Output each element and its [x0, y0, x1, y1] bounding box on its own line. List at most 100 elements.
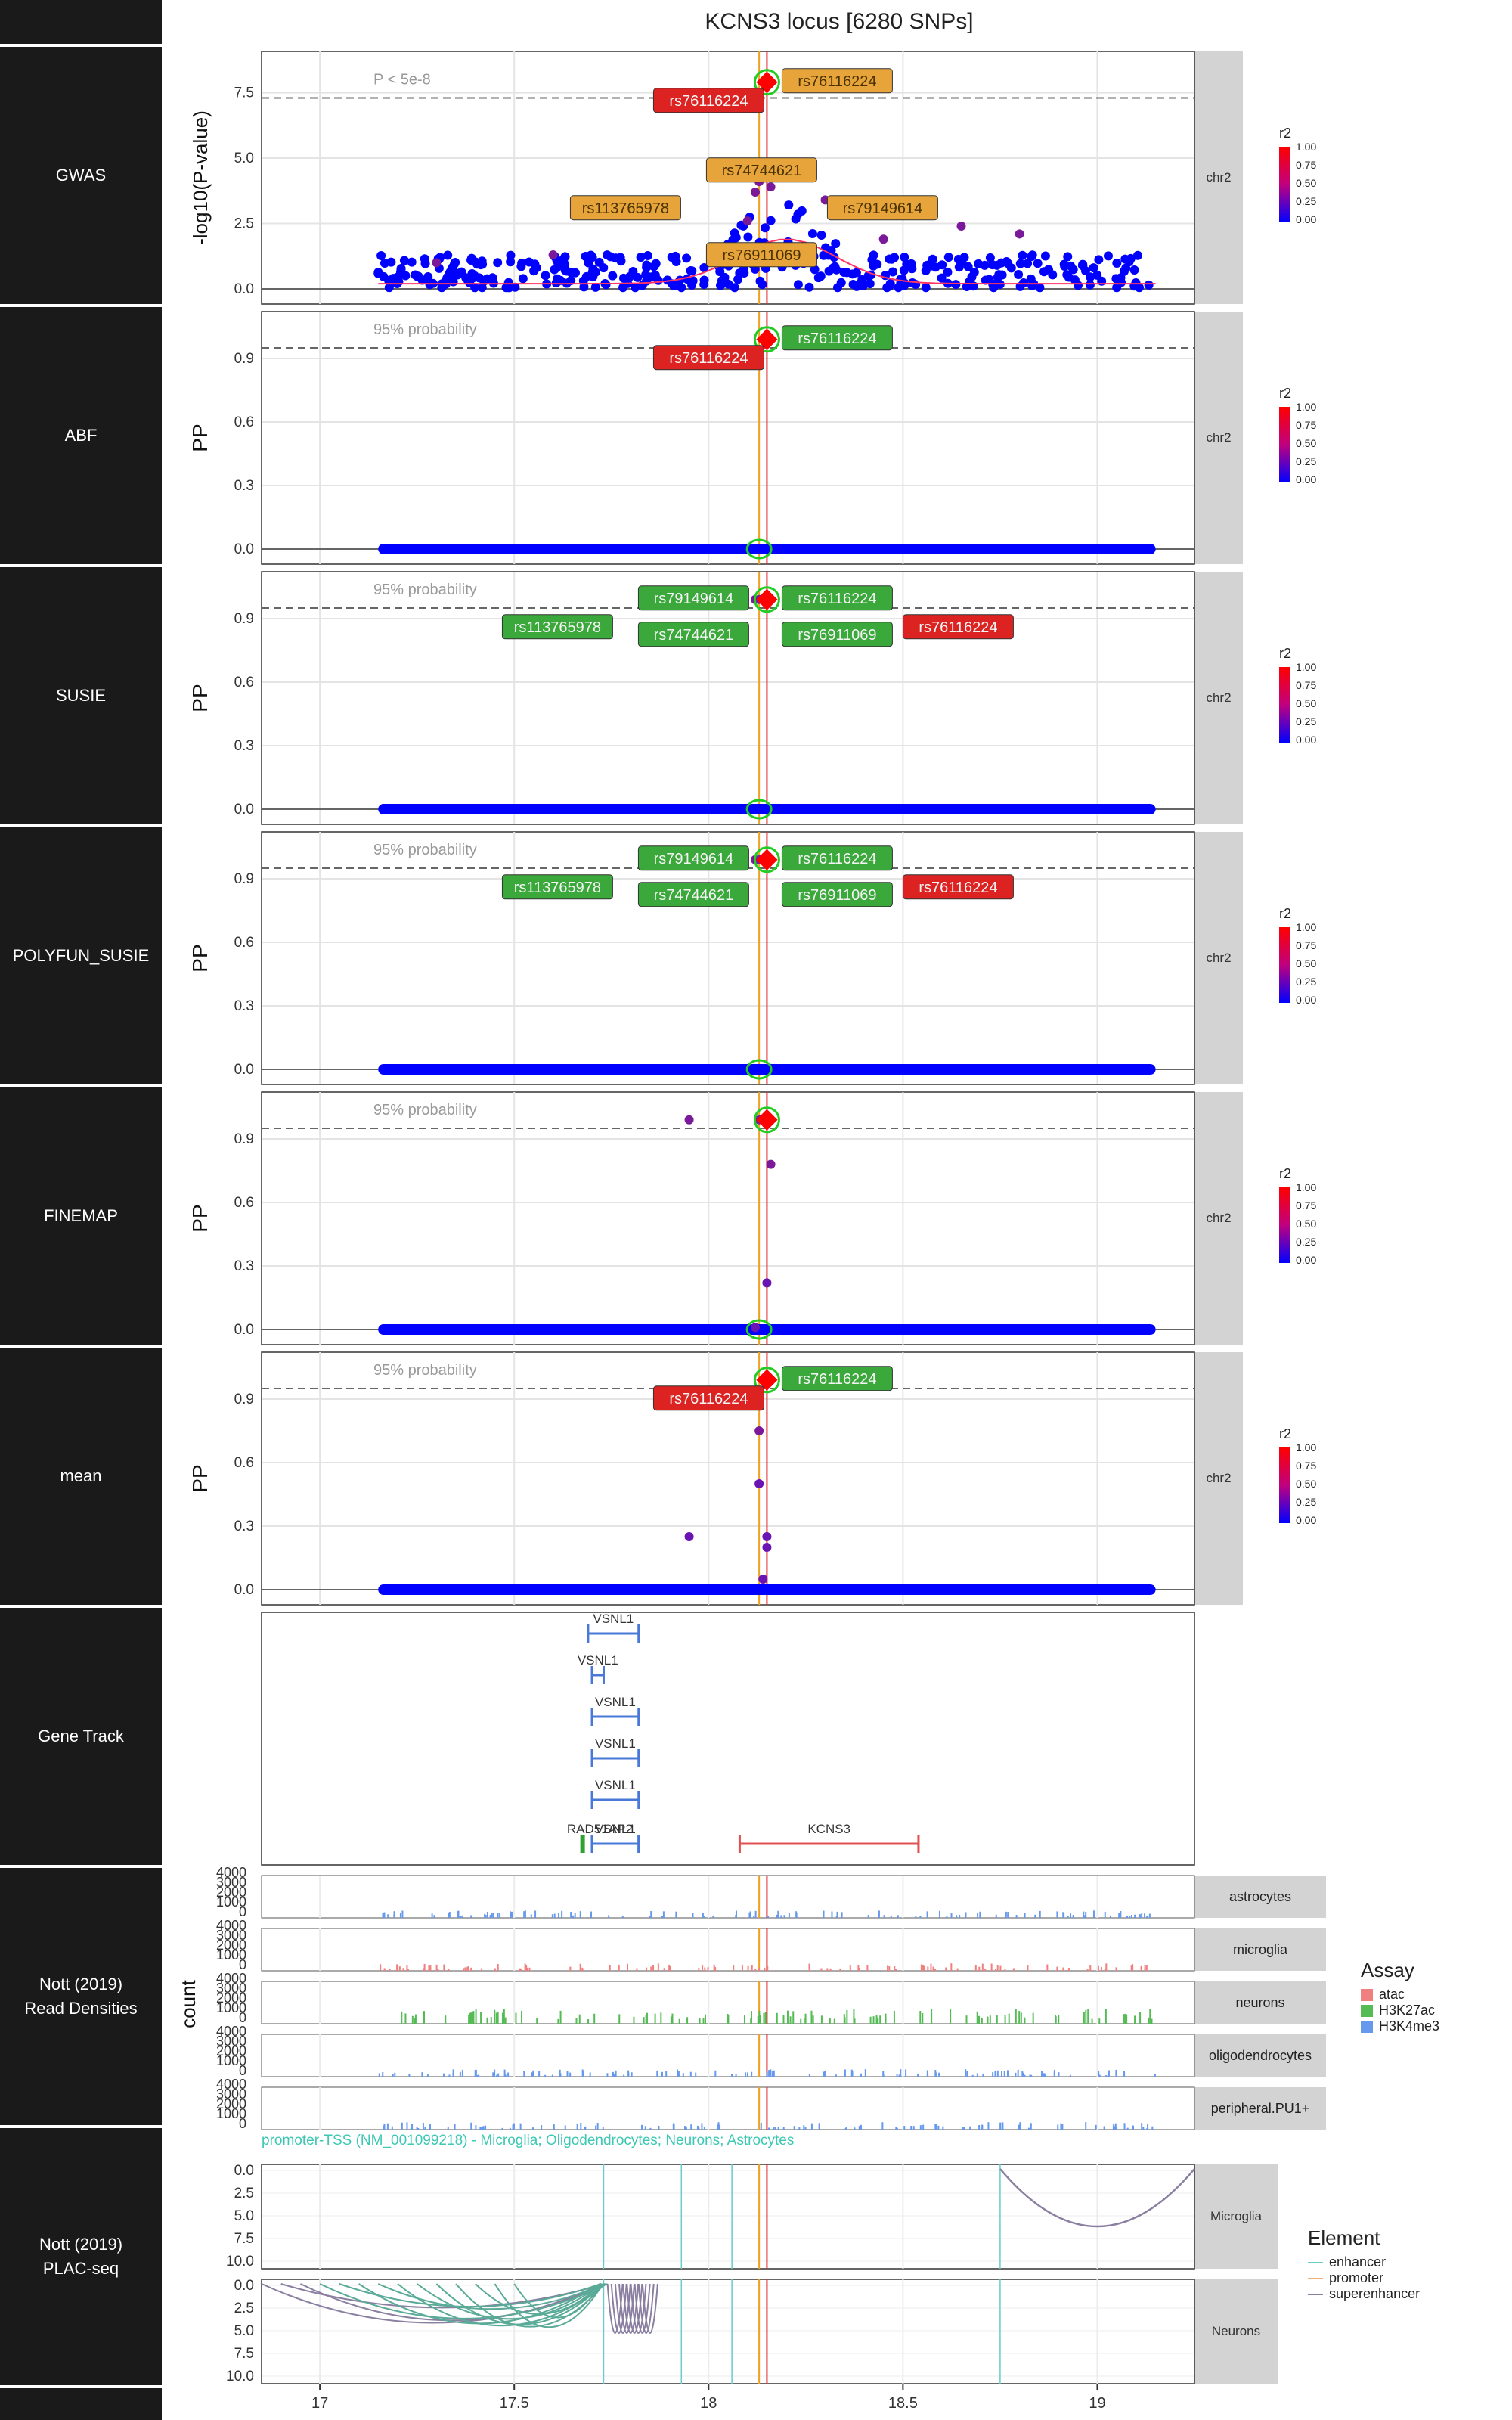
- density-bar: [829, 2018, 831, 2024]
- density-y-tick: 0: [239, 2010, 246, 2025]
- density-bar: [804, 2127, 807, 2130]
- density-bar: [581, 1967, 584, 1971]
- snp-point: [470, 283, 480, 293]
- snp-point: [1089, 263, 1098, 273]
- density-bar: [443, 1964, 445, 1971]
- r2-legend-title: r2: [1279, 1166, 1292, 1181]
- plac-strip-microglia-text: Microglia: [1210, 2209, 1263, 2223]
- density-bar: [528, 1967, 531, 1971]
- density-bar: [945, 1967, 947, 1971]
- r2-tick: 0.00: [1296, 734, 1317, 746]
- density-bar: [530, 1914, 532, 1918]
- density-bar: [1067, 1916, 1069, 1918]
- credset-ring: [745, 1059, 773, 1080]
- density-bar: [1038, 1916, 1040, 1918]
- density-bar: [422, 2122, 424, 2130]
- snp-point: [443, 250, 453, 260]
- density-bar: [981, 2124, 984, 2130]
- density-bar: [1021, 2071, 1024, 2077]
- density-bar: [497, 1964, 499, 1971]
- density-bar: [423, 1963, 426, 1971]
- density-bar: [731, 2074, 733, 2077]
- density-bar: [435, 1964, 438, 1971]
- density-bar: [618, 2014, 621, 2024]
- snp-point: [824, 266, 834, 276]
- density-bar: [695, 2072, 697, 2077]
- density-bar: [593, 2013, 596, 2024]
- y-axis-label: PP: [188, 684, 212, 712]
- density-bar: [810, 2010, 813, 2024]
- plac-y-tick: 10.0: [226, 2254, 254, 2270]
- density-bar: [393, 1914, 395, 1918]
- snp-point: [506, 257, 516, 267]
- plac-arc: [377, 2283, 604, 2310]
- density-bar: [534, 1910, 537, 1918]
- density-bar: [808, 1963, 810, 1971]
- snp-point: [742, 216, 752, 226]
- density-bar: [1123, 2014, 1125, 2024]
- snp-point: [1103, 251, 1113, 261]
- r2-legend-title: r2: [1279, 646, 1292, 661]
- snp-label-box: [826, 195, 938, 221]
- density-bar: [584, 2126, 587, 2130]
- density-y-tick: 1000: [216, 1894, 246, 1910]
- assay-legend-label: H3K4me3: [1379, 2018, 1440, 2034]
- density-bar: [1115, 1967, 1117, 1971]
- density-strip-peripheral: peripheral.PU1+: [1194, 2087, 1326, 2130]
- y-tick-label: 0.9: [234, 611, 254, 627]
- density-bar: [1053, 2071, 1055, 2077]
- density-bar: [758, 2010, 761, 2024]
- density-bar: [922, 1964, 924, 1971]
- density-bar: [999, 1965, 1002, 1971]
- density-bar: [492, 1913, 494, 1918]
- density-bar: [754, 1969, 757, 1971]
- lead-snp-marker: [756, 71, 778, 93]
- density-bar: [411, 2015, 414, 2024]
- plac-y-tick: 10.0: [226, 2369, 254, 2384]
- snp-point: [631, 283, 640, 293]
- density-bar: [587, 2018, 590, 2024]
- density-bar: [767, 1915, 770, 1918]
- density-bar: [800, 2018, 802, 2024]
- density-bar: [423, 1968, 425, 1971]
- density-bar: [978, 2015, 980, 2024]
- plac-y-tick: 7.5: [234, 2231, 254, 2247]
- density-bar: [486, 2017, 488, 2024]
- density-bar: [774, 2127, 776, 2130]
- density-bar: [812, 2015, 814, 2024]
- side-label-densities: Nott (2019) Read Densities: [0, 1868, 162, 2125]
- gene-label: VSNL1: [595, 1778, 636, 1792]
- snp-point: [937, 273, 947, 283]
- density-bar: [650, 1910, 652, 1918]
- snp-point: [682, 253, 692, 263]
- density-bar: [798, 2127, 801, 2130]
- density-bar: [707, 1967, 709, 1971]
- density-bar: [618, 1964, 620, 1971]
- density-bar: [937, 2125, 940, 2130]
- density-bar: [768, 2070, 770, 2077]
- snp-label-text: rs76116224: [669, 93, 748, 110]
- density-bar: [494, 2009, 496, 2024]
- density-bar: [652, 1965, 655, 1971]
- plac-caption: promoter-TSS (NM_001099218) - Microglia;…: [262, 2133, 795, 2149]
- lead-snp-ring: [753, 586, 780, 613]
- density-bar: [1148, 1913, 1151, 1918]
- density-bar: [773, 2070, 775, 2077]
- density-bar: [1104, 1969, 1106, 1971]
- density-bar: [1091, 2018, 1093, 2024]
- density-bar: [702, 1965, 704, 1971]
- density-bar: [776, 1914, 778, 1918]
- density-bar: [699, 2018, 701, 2024]
- density-bar: [1057, 2124, 1059, 2130]
- density-bar: [1019, 2122, 1021, 2130]
- plac-strip-neurons: Neurons: [1194, 2279, 1278, 2384]
- snp-point: [477, 283, 487, 293]
- snp-point: [396, 265, 406, 275]
- density-bar: [644, 2126, 646, 2130]
- density-y-tick: 2000: [216, 2043, 246, 2059]
- assay-legend-item: atac: [1361, 1987, 1439, 2003]
- density-bar: [401, 2122, 403, 2130]
- density-bar: [994, 2071, 996, 2077]
- density-bar: [910, 2125, 912, 2130]
- density-bar: [1006, 2070, 1009, 2077]
